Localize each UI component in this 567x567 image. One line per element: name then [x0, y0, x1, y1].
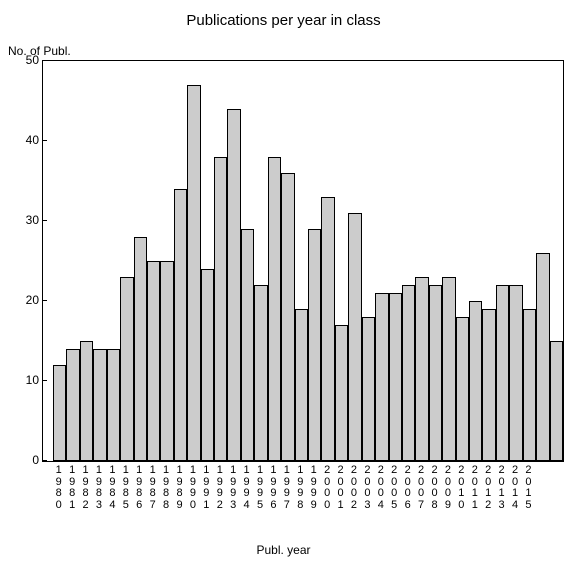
x-tick-label: 2009 — [443, 465, 453, 511]
x-tick-label: 2008 — [430, 465, 440, 511]
x-tick-label: 2002 — [349, 465, 359, 511]
bar — [362, 317, 375, 461]
x-tick-label: 2010 — [456, 465, 466, 511]
x-tick-label: 1986 — [134, 465, 144, 511]
x-tick-label: 1980 — [54, 465, 64, 511]
bar — [415, 277, 428, 461]
chart-container: Publications per year in class No. of Pu… — [0, 0, 567, 567]
x-tick-label: 1994 — [242, 465, 252, 511]
bar — [134, 237, 147, 461]
x-tick-label: 2003 — [362, 465, 372, 511]
x-tick-label: 1989 — [175, 465, 185, 511]
bar — [496, 285, 509, 461]
bar — [174, 189, 187, 461]
x-tick-label: 1992 — [215, 465, 225, 511]
x-tick-label: 1998 — [295, 465, 305, 511]
x-tick-label: 1987 — [148, 465, 158, 511]
y-tick-label: 40 — [9, 133, 39, 147]
x-tick-label: 2007 — [416, 465, 426, 511]
bar — [429, 285, 442, 461]
bar — [227, 109, 240, 461]
bar — [335, 325, 348, 461]
bar — [348, 213, 361, 461]
x-tick-label: 1988 — [161, 465, 171, 511]
x-tick-label: 1985 — [121, 465, 131, 511]
x-tick-label: 1997 — [282, 465, 292, 511]
x-tick-label: 1996 — [268, 465, 278, 511]
x-tick-label: 2001 — [336, 465, 346, 511]
x-tick-label: 1984 — [107, 465, 117, 511]
bar — [469, 301, 482, 461]
bar — [214, 157, 227, 461]
bar — [268, 157, 281, 461]
x-tick-label: 1981 — [67, 465, 77, 511]
bar — [308, 229, 321, 461]
x-tick-label: 1983 — [94, 465, 104, 511]
x-tick-label: 2011 — [470, 465, 480, 511]
y-tick-label: 30 — [9, 213, 39, 227]
bar — [550, 341, 563, 461]
y-tick-mark — [42, 60, 47, 61]
bar — [93, 349, 106, 461]
bar — [536, 253, 549, 461]
bar — [321, 197, 334, 461]
bar — [201, 269, 214, 461]
x-tick-label: 2000 — [322, 465, 332, 511]
x-tick-label: 1993 — [228, 465, 238, 511]
bar — [241, 229, 254, 461]
bar — [456, 317, 469, 461]
bar — [509, 285, 522, 461]
x-tick-label: 2014 — [510, 465, 520, 511]
y-tick-label: 50 — [9, 53, 39, 67]
bar — [187, 85, 200, 461]
bar — [295, 309, 308, 461]
bar — [375, 293, 388, 461]
plot-area — [42, 60, 564, 462]
bar — [442, 277, 455, 461]
x-tick-label: 2004 — [376, 465, 386, 511]
y-tick-mark — [42, 380, 47, 381]
y-tick-mark — [42, 460, 47, 461]
bar — [402, 285, 415, 461]
x-tick-label: 2015 — [523, 465, 533, 511]
bar — [120, 277, 133, 461]
y-tick-label: 10 — [9, 373, 39, 387]
x-tick-label: 2012 — [483, 465, 493, 511]
x-tick-label: 1995 — [255, 465, 265, 511]
chart-title: Publications per year in class — [0, 12, 567, 29]
y-tick-mark — [42, 140, 47, 141]
y-tick-mark — [42, 220, 47, 221]
bar — [482, 309, 495, 461]
x-tick-label: 2005 — [389, 465, 399, 511]
bar — [389, 293, 402, 461]
bar — [53, 365, 66, 461]
bar — [80, 341, 93, 461]
bar — [254, 285, 267, 461]
x-tick-label: 2013 — [497, 465, 507, 511]
x-tick-label: 1991 — [201, 465, 211, 511]
bar — [281, 173, 294, 461]
bar — [523, 309, 536, 461]
bar — [107, 349, 120, 461]
x-axis-label: Publ. year — [0, 543, 567, 557]
bar — [160, 261, 173, 461]
x-tick-label: 2006 — [403, 465, 413, 511]
y-tick-label: 20 — [9, 293, 39, 307]
bar — [147, 261, 160, 461]
x-tick-label: 1999 — [309, 465, 319, 511]
x-tick-label: 1990 — [188, 465, 198, 511]
x-tick-label: 1982 — [81, 465, 91, 511]
bar — [66, 349, 79, 461]
y-tick-label: 0 — [9, 453, 39, 467]
y-tick-mark — [42, 300, 47, 301]
